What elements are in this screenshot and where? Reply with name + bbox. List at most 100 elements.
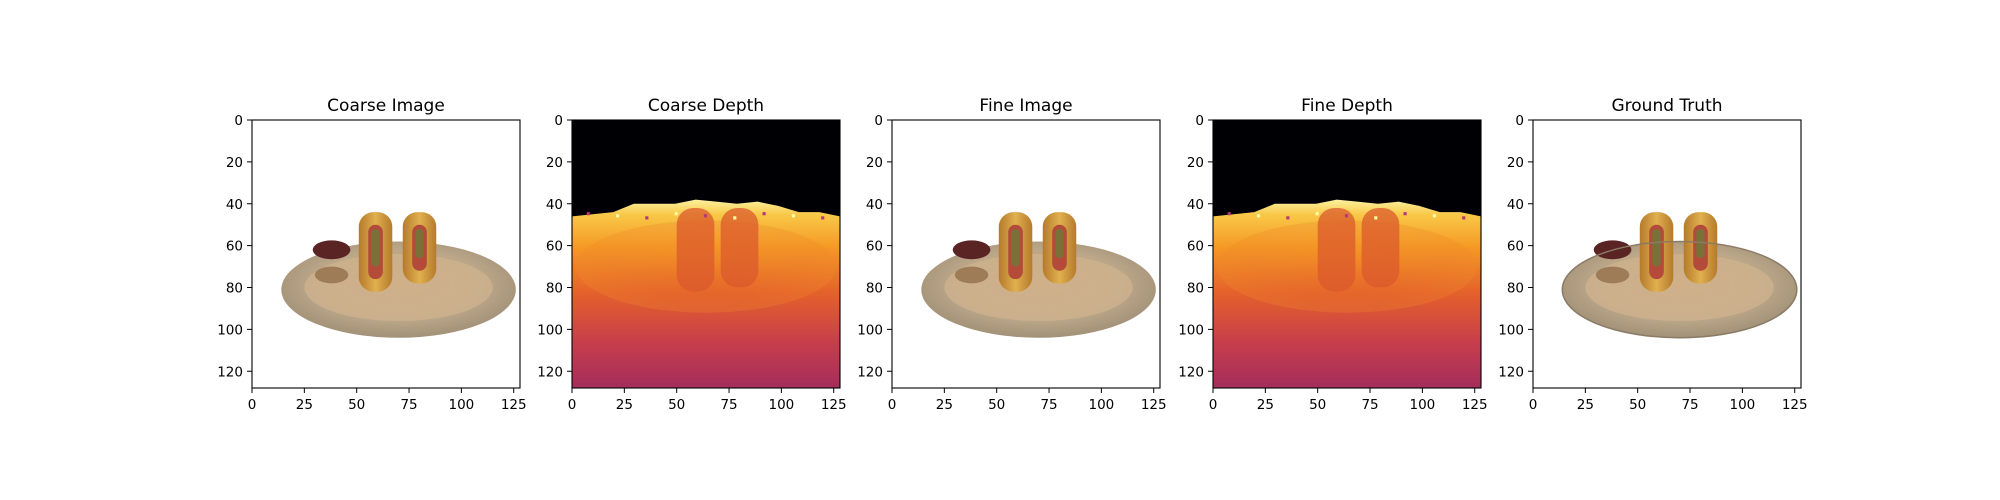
x-tick-label: 125 [501,397,527,413]
x-tick-label: 100 [448,397,474,413]
panel-2: Coarse Depth 0 25 50 75 100 125 0 20 40 60 80 100 120 [537,96,846,413]
y-tick-label: 0 [874,113,883,129]
y-tick-label: 40 [1187,197,1204,213]
depth-speck [1286,216,1290,220]
x-tick-label: 75 [400,397,417,413]
plate-inner [944,254,1133,321]
x-tick-label: 125 [1782,397,1808,413]
y-tick-label: 80 [866,281,883,297]
depth-speck [615,214,620,218]
x-tick-label: 125 [1141,397,1167,413]
y-tick-label: 60 [1507,239,1524,255]
depth-speck [1432,214,1436,218]
y-tick-label: 60 [226,239,243,255]
y-tick-label: 100 [1498,322,1524,338]
x-tick-label: 100 [1088,397,1114,413]
y-tick-label: 0 [1195,113,1204,129]
y-tick-label: 40 [1507,197,1524,213]
relish [1055,228,1064,259]
y-tick-label: 80 [1507,281,1524,297]
x-tick-label: 50 [668,397,685,413]
side-item [314,266,349,284]
x-tick-label: 0 [1529,397,1538,413]
y-tick-label: 40 [546,197,563,213]
side-item [954,266,989,284]
depth-speck [1374,216,1378,220]
axes-frame [891,119,1161,389]
panel-4: Fine Depth 0 25 50 75 100 125 0 20 40 60 80 100 120 [1178,96,1487,413]
relish [371,228,380,267]
x-tick-label: 125 [821,397,847,413]
axes-frame [1532,119,1802,389]
axes-frame [571,119,841,389]
x-tick-label: 75 [1681,397,1698,413]
x-tick-label: 0 [1209,397,1218,413]
panel-title: Coarse Image [327,96,445,116]
hot-dog-depth [676,207,715,292]
y-tick-label: 20 [226,155,243,171]
panel-3: Fine Image 0 25 50 75 100 125 0 20 40 60 80 100 120 [857,96,1166,413]
y-tick-label: 100 [537,322,563,338]
y-tick-label: 20 [866,155,883,171]
panel-1: Coarse Image 0 25 50 75 100 125 0 20 40 60 80 100 120 [217,96,526,413]
y-tick-label: 120 [1178,364,1204,380]
depth-speck [674,212,678,216]
y-tick-label: 60 [546,239,563,255]
depth-speck [1462,216,1466,220]
y-tick-label: 100 [217,322,243,338]
panel-5: Ground Truth 0 25 50 75 100 125 0 20 40 60 80 100 120 [1498,96,1807,413]
plate-inner [1585,254,1774,321]
relish [1011,228,1020,267]
depth-speck [1403,212,1407,216]
plate-rim [1561,240,1798,339]
x-tick-label: 0 [888,397,897,413]
x-tick-label: 0 [248,397,257,413]
y-tick-label: 100 [1178,322,1204,338]
depth-speck [1344,214,1349,218]
panel-title: Coarse Depth [648,96,764,116]
sauce [952,240,991,260]
depth-speck [1227,212,1231,216]
depth-speck [791,214,795,218]
relish [1652,228,1661,267]
y-tick-label: 20 [546,155,563,171]
y-tick-label: 20 [1507,155,1524,171]
y-tick-label: 120 [1498,364,1524,380]
x-tick-label: 25 [1577,397,1594,413]
relish [1696,228,1705,259]
y-tick-label: 40 [866,197,883,213]
y-tick-label: 80 [1187,281,1204,297]
x-tick-label: 25 [616,397,633,413]
relish [415,228,424,259]
depth-speck [703,214,708,218]
y-tick-label: 80 [226,281,243,297]
hot-dog-depth [1317,207,1356,292]
y-tick-label: 20 [1187,155,1204,171]
x-tick-label: 50 [988,397,1005,413]
side-item [1595,266,1630,284]
axes-frame [251,119,521,389]
hot-dog-depth [720,207,759,288]
depth-speck [1256,214,1261,218]
y-tick-label: 120 [857,364,883,380]
x-tick-label: 100 [1409,397,1435,413]
x-tick-label: 100 [768,397,794,413]
y-tick-label: 120 [537,364,563,380]
x-tick-label: 50 [1629,397,1646,413]
y-tick-label: 0 [234,113,243,129]
x-tick-label: 0 [568,397,577,413]
x-tick-label: 50 [1309,397,1326,413]
x-tick-label: 100 [1729,397,1755,413]
y-tick-label: 0 [554,113,563,129]
x-tick-label: 75 [720,397,737,413]
axes-frame [1212,119,1482,389]
depth-speck [821,216,825,220]
x-tick-label: 75 [1361,397,1378,413]
x-tick-label: 25 [296,397,313,413]
hot-dog-depth [1361,207,1400,288]
y-tick-label: 100 [857,322,883,338]
y-tick-label: 40 [226,197,243,213]
depth-speck [1315,212,1319,216]
sauce [312,240,351,260]
